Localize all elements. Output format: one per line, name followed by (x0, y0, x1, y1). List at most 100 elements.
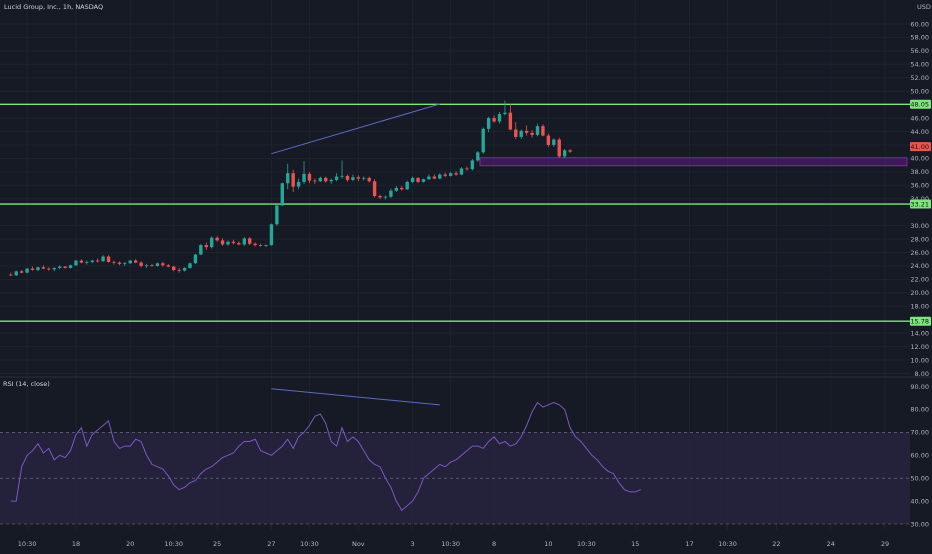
time-axis[interactable]: 10:30 18 20 10:30 25 27 10:30 Nov 3 10:30 8 10 10:30… (18, 540, 889, 548)
supply-zone-layer (479, 157, 908, 167)
horizontal-levels[interactable] (0, 103, 910, 322)
candle-body (302, 173, 306, 182)
price-tick-label: 28.00 (910, 235, 929, 243)
candle-body (546, 135, 551, 145)
candle-body (85, 261, 89, 263)
candle-body (220, 240, 225, 245)
candle-body (296, 181, 301, 187)
candle-body (63, 266, 67, 268)
candle-body (524, 130, 529, 133)
rsi-tick-label: 50.00 (910, 474, 929, 482)
level-price-tag (910, 99, 931, 109)
level-price-label: 15.78 (910, 318, 929, 326)
price-tick-label: 8.00 (915, 370, 929, 378)
price-axis[interactable]: 60.00 58.00 56.00 54.00 52.00 50.00 46.00 44.00… (910, 20, 929, 378)
price-tick-label: 34.00 (910, 195, 929, 203)
candle-body (394, 187, 399, 191)
price-tick-label: 14.00 (910, 329, 929, 337)
candle-body (492, 118, 496, 122)
candle-body (74, 260, 78, 266)
price-tick-label: 12.00 (910, 343, 929, 351)
candle-body (378, 196, 382, 198)
candle-body (182, 267, 187, 271)
candle-body (68, 265, 73, 268)
candle-body (128, 260, 132, 264)
candle-body (117, 262, 122, 264)
rsi-indicator-label[interactable]: RSI (14, close) (3, 380, 50, 388)
candle-body (481, 128, 485, 153)
candle-body (334, 176, 339, 180)
time-tick-label: 10:30 (441, 540, 460, 548)
time-tick-label: 10:30 (718, 540, 737, 548)
axis-price-labels: 48.05 33.21 15.78 41.00 (910, 99, 931, 326)
candle-body (25, 268, 29, 273)
time-tick-label: 24 (827, 540, 835, 548)
candle-body (106, 256, 111, 262)
candle-body (476, 152, 480, 161)
candle-body (324, 177, 328, 182)
candle-body (30, 268, 35, 270)
candle-body (248, 238, 252, 244)
current-price-label: 41.00 (910, 143, 929, 151)
price-tick-label: 40.00 (910, 155, 929, 163)
purple-zone-box[interactable] (479, 157, 908, 167)
candle-body (329, 179, 333, 182)
candle-body (275, 205, 279, 225)
candle-body (101, 256, 105, 262)
candle-body (199, 245, 203, 255)
price-tick-label: 18.00 (910, 303, 929, 311)
price-tick-label: 44.00 (910, 128, 929, 136)
time-tick-label: 15 (631, 540, 639, 548)
candle-body (410, 177, 415, 182)
candle-body (57, 266, 62, 268)
candle-body (486, 118, 491, 129)
candle-body (166, 265, 170, 267)
candle-body (307, 173, 312, 181)
candle-body (340, 175, 344, 177)
candle-body (508, 112, 513, 130)
candle-body (204, 245, 208, 248)
candle-body (14, 271, 18, 276)
candle-body (519, 130, 523, 137)
candle-body (465, 168, 469, 170)
candle-body (541, 126, 545, 136)
level-price-label: 33.21 (910, 200, 929, 208)
price-tick-label: 58.00 (910, 34, 929, 42)
candle-body (9, 274, 13, 276)
price-tick-label: 54.00 (910, 61, 929, 69)
rsi-divergence-line[interactable] (271, 388, 440, 406)
candle-body (36, 267, 40, 270)
candle-body (155, 263, 160, 266)
time-tick-label: 10 (544, 540, 552, 548)
candle-body (318, 177, 323, 182)
time-tick-label: 10:30 (18, 540, 37, 548)
candle-body (210, 237, 214, 248)
price-axis-background (910, 0, 932, 550)
price-trendline[interactable] (271, 103, 440, 155)
level-price-tag (910, 199, 931, 209)
candle-body (139, 262, 143, 266)
price-tick-label: 52.00 (910, 74, 929, 82)
candle-body (421, 179, 426, 182)
trendlines[interactable] (271, 103, 440, 155)
candle-body (389, 190, 393, 197)
time-tick-label: 8 (492, 540, 496, 548)
candle-body (557, 139, 561, 157)
candle-body (237, 243, 241, 245)
level-price-tag (910, 316, 931, 326)
price-tick-label: 26.00 (910, 249, 929, 257)
rsi-axis[interactable]: 90.00 80.00 70.00 60.00 50.00 40.00 30.00 (910, 383, 929, 529)
symbol-title[interactable]: Lucid Group, Inc., 1h, NASDAQ (4, 3, 103, 11)
candle-body (313, 180, 317, 182)
price-tick-label: 24.00 (910, 262, 929, 270)
candle-body (448, 173, 453, 176)
price-tick-label: 56.00 (910, 47, 929, 55)
candle-body (79, 260, 84, 263)
time-tick-label: 25 (213, 540, 221, 548)
rsi-tick-label: 60.00 (910, 452, 929, 460)
price-tick-label: 36.00 (910, 182, 929, 190)
price-tick-label: 50.00 (910, 87, 929, 95)
rsi-tick-label: 30.00 (910, 520, 929, 528)
